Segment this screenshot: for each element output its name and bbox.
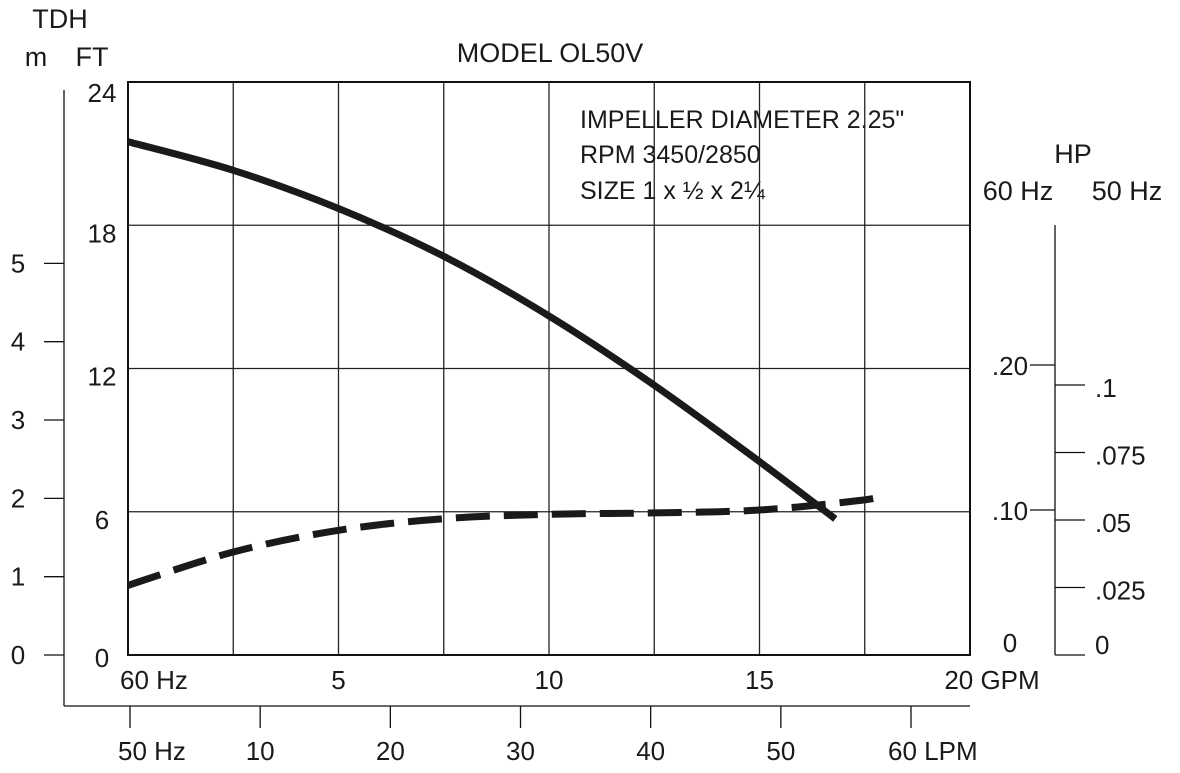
lpm-tick-label: 50 Hz [118,736,186,766]
hp-50hz-label: 50 Hz [1092,176,1163,206]
gpm-tick-label: 5 [331,665,345,695]
hp50-tick-label: .1 [1095,373,1117,403]
meter-tick-label: 1 [11,562,25,592]
right-axis-header: HP [1054,139,1092,169]
meter-axis-unit: m [25,42,48,72]
gpm-tick-label: 60 Hz [120,665,188,695]
hp50-tick-label: .05 [1095,508,1131,538]
feet-tick-label: 6 [95,505,109,535]
lpm-tick-label: 20 [376,736,405,766]
feet-tick-label: 0 [95,643,109,673]
hp50-tick-label: .075 [1095,441,1146,471]
gpm-tick-label: 10 [535,665,564,695]
lpm-tick-label: 30 [506,736,535,766]
hp60-tick-label: .10 [992,496,1028,526]
grid-lines [128,82,970,655]
plot-frame [127,81,971,656]
annotation-size: SIZE 1 x ½ x 2¼ [580,177,766,205]
axes [44,81,1085,728]
lpm-tick-label: 10 [246,736,275,766]
meter-tick-label: 5 [11,248,25,278]
hp50-tick-label: .025 [1095,576,1146,606]
hp60-tick-label: .20 [992,351,1028,381]
feet-tick-label: 12 [88,362,117,392]
lpm-tick-label: 40 [636,736,665,766]
hp60-tick-label: 0 [1003,628,1017,658]
lpm-tick-label: 50 [766,736,795,766]
lpm-tick-label: 60 LPM [888,736,978,766]
chart-annotations: IMPELLER DIAMETER 2.25" RPM 3450/2850 SI… [580,106,904,205]
annotation-rpm: RPM 3450/2850 [580,141,761,169]
feet-axis-unit: FT [76,42,109,72]
annotation-impeller: IMPELLER DIAMETER 2.25" [580,106,904,134]
hp-60hz-label: 60 Hz [983,176,1054,206]
chart-title: MODEL OL50V [457,38,644,68]
data-series [126,138,888,589]
head-curve [127,138,838,522]
meter-tick-label: 4 [11,327,25,357]
meter-tick-label: 3 [11,405,25,435]
feet-tick-label: 24 [88,78,117,108]
gpm-tick-label: 20 GPM [944,665,1039,695]
feet-tick-label: 18 [88,218,117,248]
hp50-tick-label: 0 [1095,630,1109,660]
left-axis-header: TDH [32,4,88,34]
meter-tick-label: 2 [11,483,25,513]
horsepower-curve [126,490,888,589]
gpm-tick-label: 15 [745,665,774,695]
meter-tick-label: 0 [11,640,25,670]
